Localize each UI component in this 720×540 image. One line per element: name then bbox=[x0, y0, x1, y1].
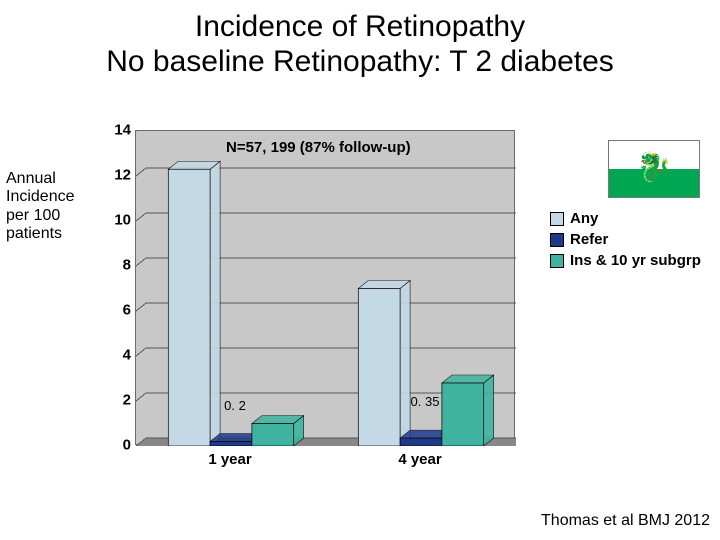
y-tick: 8 bbox=[103, 257, 131, 274]
y-tick: 12 bbox=[103, 167, 131, 184]
y-axis-label: Annual Incidence per 100 patients bbox=[6, 170, 96, 244]
bar-value-label: 0. 2 bbox=[224, 398, 246, 415]
legend-label: Any bbox=[570, 210, 598, 227]
citation: Thomas et al BMJ 2012 bbox=[541, 512, 710, 530]
title-line1: Incidence of Retinopathy bbox=[195, 10, 525, 43]
wales-flag: 🐉 bbox=[608, 140, 700, 198]
legend-swatch bbox=[550, 254, 564, 268]
legend-swatch bbox=[550, 212, 564, 226]
y-tick: 2 bbox=[103, 392, 131, 409]
title-line2: No baseline Retinopathy: T 2 diabetes bbox=[106, 45, 614, 78]
legend-item: Ins & 10 yr subgrp bbox=[550, 252, 720, 269]
slide-title: Incidence of Retinopathy No baseline Ret… bbox=[0, 0, 720, 83]
bar-value-label: 0. 35 bbox=[411, 394, 440, 411]
y-tick: 4 bbox=[103, 347, 131, 364]
plot-area: N=57, 199 (87% follow-up) bbox=[135, 130, 515, 445]
y-tick: 6 bbox=[103, 302, 131, 319]
legend-label: Refer bbox=[570, 231, 608, 248]
y-tick: 0 bbox=[103, 437, 131, 454]
chart: N=57, 199 (87% follow-up) 024681012141 y… bbox=[95, 130, 605, 490]
y-tick: 14 bbox=[103, 122, 131, 139]
legend-swatch bbox=[550, 233, 564, 247]
chart-svg bbox=[136, 131, 516, 446]
legend-item: Refer bbox=[550, 231, 720, 248]
dragon-icon: 🐉 bbox=[635, 154, 672, 184]
legend: Any Refer Ins & 10 yr subgrp bbox=[550, 210, 720, 273]
x-tick: 4 year bbox=[380, 451, 460, 468]
legend-label: Ins & 10 yr subgrp bbox=[570, 252, 701, 269]
y-tick: 10 bbox=[103, 212, 131, 229]
legend-item: Any bbox=[550, 210, 720, 227]
x-tick: 1 year bbox=[190, 451, 270, 468]
